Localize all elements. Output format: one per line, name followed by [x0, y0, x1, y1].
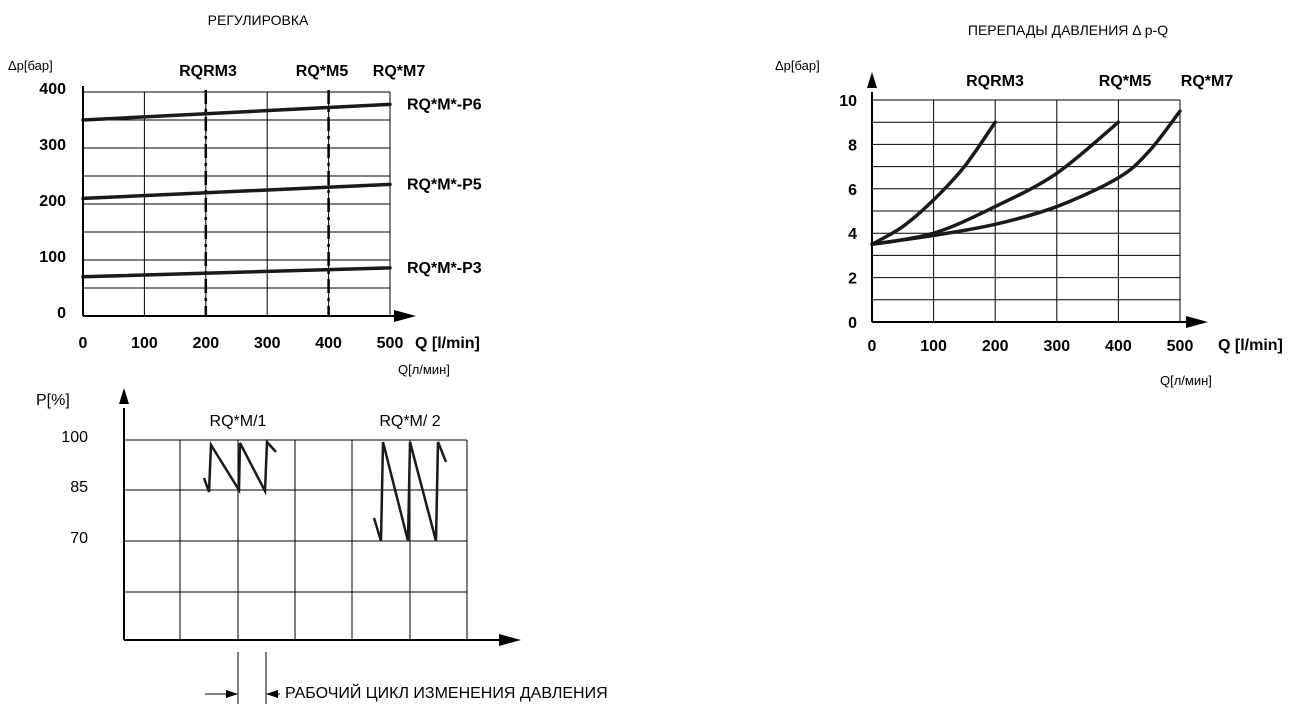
regulation-series-label: RQ*M*-P5	[407, 176, 482, 193]
regulation-ticks: 0 100 200 300 400 500 0 100 200 300 400	[39, 81, 403, 352]
regulation-marker-label: RQRM3	[179, 63, 237, 80]
pressure-cycle-group-label: RQ*M/ 2	[379, 413, 440, 430]
pressure-drop-x-tick: 500	[1167, 338, 1194, 355]
regulation-x-tick: 300	[254, 335, 281, 352]
regulation-x-tick: 500	[377, 335, 404, 352]
pressure-drop-axes	[867, 72, 1208, 328]
pressure-cycle-sawtooth: RQ*M/1 RQ*M/ 2	[202, 413, 448, 542]
pressure-drop-y-axis-arrow	[867, 72, 877, 88]
regulation-x-label-ru: Q[л/мин]	[398, 362, 450, 377]
pressure-drop-y-tick: 0	[848, 315, 857, 332]
pressure-cycle-y-label: P[%]	[36, 392, 70, 409]
pressure-drop-series-line	[870, 109, 1182, 247]
regulation-series-label: RQ*M*-P6	[407, 96, 482, 113]
pressure-cycle-y-tick: 85	[70, 479, 88, 496]
pressure-drop-series	[870, 109, 1182, 247]
pressure-cycle-group-label: RQ*M/1	[210, 413, 267, 430]
regulation-x-label: Q [l/min]	[415, 335, 480, 352]
regulation-y-tick: 100	[39, 249, 66, 266]
regulation-x-tick: 400	[315, 335, 342, 352]
regulation-x-axis-arrow	[394, 310, 416, 322]
pressure-drop-x-tick: 300	[1043, 338, 1070, 355]
pressure-drop-marker-label: RQRM3	[966, 73, 1024, 90]
pressure-cycle-axes	[119, 388, 521, 646]
regulation-y-tick: 300	[39, 137, 66, 154]
pressure-cycle-sawtooth-1	[202, 438, 277, 496]
pressure-drop-y-tick: 10	[839, 93, 857, 110]
regulation-x-tick: 100	[131, 335, 158, 352]
regulation-series-label: RQ*M*-P3	[407, 260, 482, 277]
pressure-drop-x-label-ru: Q[л/мин]	[1160, 373, 1212, 388]
pressure-cycle-y-tick: 70	[70, 530, 88, 547]
regulation-marker-label: RQ*M5	[296, 63, 349, 80]
pressure-cycle-y-tick: 100	[61, 429, 88, 446]
regulation-series-line	[81, 102, 392, 122]
regulation-chart: РЕГУЛИРОВКА Δp[бар] RQRM3 RQ*M5 RQ*M7 RQ*M…	[8, 12, 482, 377]
pressure-cycle-annotation-arrowhead	[226, 690, 238, 698]
pressure-cycle-ticks: 100 85 70	[61, 429, 88, 547]
pressure-drop-marker-label: RQ*M7	[1181, 73, 1234, 90]
pressure-cycle-annotation-arrowhead	[266, 690, 278, 698]
regulation-axes	[82, 86, 416, 322]
regulation-y-tick: 0	[57, 305, 66, 322]
pressure-drop-x-tick: 200	[982, 338, 1009, 355]
pressure-cycle-grid	[124, 439, 468, 640]
pressure-drop-x-tick: 100	[920, 338, 947, 355]
pressure-drop-series-line	[870, 120, 997, 247]
regulation-y-tick: 200	[39, 193, 66, 210]
pressure-cycle-annotation: РАБОЧИЙ ЦИКЛ ИЗМЕНЕНИЯ ДАВЛЕНИЯ	[285, 683, 608, 702]
regulation-marker-lines: RQRM3 RQ*M5 RQ*M7	[179, 63, 425, 316]
pressure-drop-marker-label: RQ*M5	[1099, 73, 1152, 90]
pressure-cycle-annotation-marks	[205, 652, 280, 704]
regulation-y-tick: 400	[39, 81, 66, 98]
pressure-cycle-x-axis-arrow	[499, 634, 521, 646]
pressure-drop-y-tick: 8	[848, 137, 857, 154]
regulation-series-line	[81, 266, 392, 279]
regulation-x-tick: 200	[192, 335, 219, 352]
pressure-drop-y-tick: 6	[848, 182, 857, 199]
pressure-drop-y-tick: 4	[848, 226, 857, 243]
regulation-marker-label: RQ*M7	[373, 63, 426, 80]
regulation-series: RQ*M*-P6 RQ*M*-P5 RQ*M*-P3	[81, 96, 482, 279]
pressure-drop-title: ПЕРЕПАДЫ ДАВЛЕНИЯ Δ p-Q	[968, 22, 1168, 38]
pressure-drop-x-tick: 400	[1105, 338, 1132, 355]
regulation-title: РЕГУЛИРОВКА	[208, 12, 309, 28]
pressure-drop-chart: ПЕРЕПАДЫ ДАВЛЕНИЯ Δ p-Q Δp[бар] RQRM3 RQ*…	[775, 22, 1283, 388]
pressure-drop-y-label: Δp[бар]	[775, 58, 820, 73]
pressure-drop-x-tick: 0	[868, 338, 877, 355]
pressure-cycle-y-axis-arrow	[119, 388, 129, 404]
pressure-drop-ticks: 0 100 200 300 400 500 0 2 4 6 8 10	[839, 93, 1193, 355]
regulation-y-label: Δp[бар]	[8, 58, 53, 73]
pressure-cycle-sawtooth-2	[372, 441, 448, 542]
regulation-series-line	[81, 182, 392, 201]
regulation-x-tick: 0	[79, 335, 88, 352]
regulation-grid	[83, 91, 391, 317]
pressure-cycle-chart: P[%] RQ*M/1 RQ*M/ 2 100 85 70 РАБОЧИЙ ЦИКЛ …	[36, 388, 608, 704]
pressure-drop-x-label: Q [l/min]	[1218, 337, 1283, 354]
pressure-drop-y-tick: 2	[848, 271, 857, 288]
pressure-drop-x-axis-arrow	[1186, 316, 1208, 328]
